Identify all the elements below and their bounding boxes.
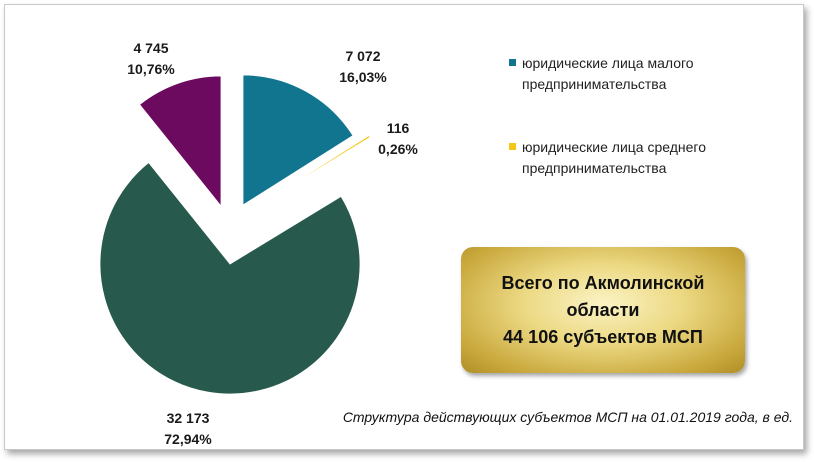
- data-label-percent: 16,03%: [339, 69, 387, 85]
- legend-swatch-small: [509, 59, 516, 66]
- legend-label-small: юридические лица малого предпринимательс…: [522, 55, 694, 92]
- data-label-value: 4 745: [133, 40, 168, 56]
- slice-largest: [99, 162, 361, 395]
- chart-caption: Структура действующих субъектов МСП на 0…: [342, 409, 793, 425]
- pie-chart: 7 072 16,03% 116 0,26% 32 173 72,94% 4 745 10,7…: [99, 40, 418, 447]
- total-box: Всего по Акмолинской области 44 106 субъ…: [461, 247, 745, 373]
- legend-swatch-medium: [509, 143, 516, 150]
- legend-item-small-business: юридические лица малого предпринимательс…: [509, 53, 739, 95]
- data-label-percent: 72,94%: [164, 431, 212, 447]
- data-label-value: 32 173: [167, 410, 210, 426]
- total-line-2: области: [566, 299, 640, 320]
- data-label-value: 116: [387, 120, 410, 136]
- total-line-1: Всего по Акмолинской: [501, 272, 705, 293]
- total-line-3: 44 106 субъектов МСП: [503, 326, 703, 347]
- chart-frame: 7 072 16,03% 116 0,26% 32 173 72,94% 4 745 10,7…: [4, 4, 804, 450]
- data-label-value: 7 072: [345, 48, 380, 64]
- slice-medium-business: [258, 135, 371, 206]
- slice-small-business: [242, 74, 354, 206]
- slice-fourth: [139, 75, 222, 208]
- legend-label-medium: юридические лица среднего предпринимател…: [522, 139, 707, 176]
- data-label-percent: 10,76%: [127, 61, 175, 77]
- legend-item-medium-business: юридические лица среднего предпринимател…: [509, 137, 739, 179]
- data-label-percent: 0,26%: [378, 141, 418, 157]
